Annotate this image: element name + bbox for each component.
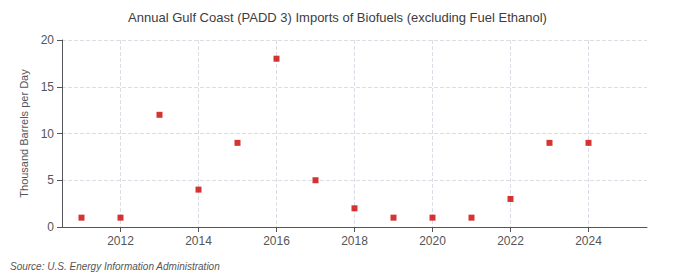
svg-text:2024: 2024 bbox=[575, 234, 602, 248]
svg-text:15: 15 bbox=[41, 80, 55, 94]
svg-text:2012: 2012 bbox=[107, 234, 134, 248]
svg-text:5: 5 bbox=[47, 173, 54, 187]
svg-text:2018: 2018 bbox=[341, 234, 368, 248]
svg-text:0: 0 bbox=[47, 220, 54, 234]
svg-text:Source: U.S. Energy Informatio: Source: U.S. Energy Information Administ… bbox=[10, 261, 220, 272]
svg-text:10: 10 bbox=[41, 127, 55, 141]
svg-text:20: 20 bbox=[41, 33, 55, 47]
svg-text:Annual Gulf Coast (PADD 3) Imp: Annual Gulf Coast (PADD 3) Imports of Bi… bbox=[128, 10, 547, 25]
svg-text:2016: 2016 bbox=[263, 234, 290, 248]
svg-text:Thousand Barrels per Day: Thousand Barrels per Day bbox=[18, 69, 30, 198]
svg-text:2022: 2022 bbox=[497, 234, 524, 248]
svg-text:2014: 2014 bbox=[185, 234, 212, 248]
svg-text:2020: 2020 bbox=[419, 234, 446, 248]
